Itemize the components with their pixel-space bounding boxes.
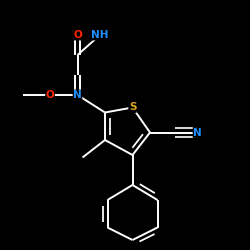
Text: O: O	[73, 30, 82, 40]
Text: N: N	[73, 90, 82, 100]
Text: NH: NH	[91, 30, 109, 40]
Text: N: N	[193, 128, 202, 138]
Text: O: O	[46, 90, 54, 100]
Text: S: S	[129, 102, 136, 113]
